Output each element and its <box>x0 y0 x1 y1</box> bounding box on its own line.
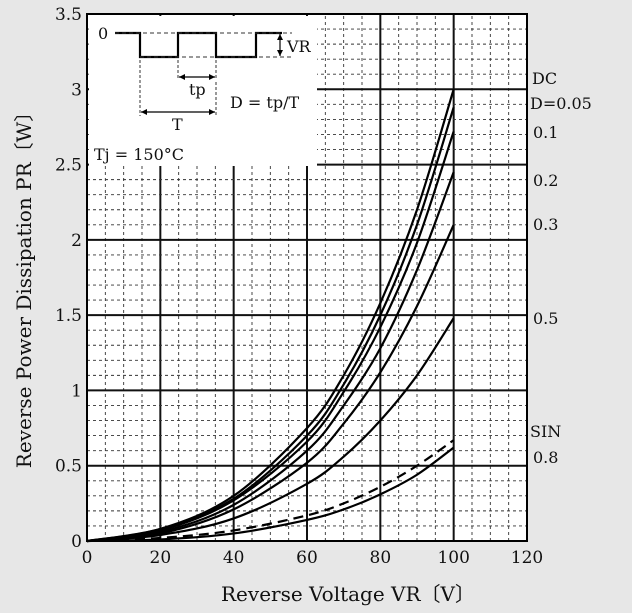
y-axis-title: Reverse Power Dissipation PR〔W〕 <box>12 102 36 468</box>
x-tick-label: 100 <box>437 548 469 568</box>
inset-background <box>89 16 317 166</box>
curve-label: SIN <box>530 422 561 441</box>
duty-formula: D = tp/T <box>230 93 299 112</box>
junction-temperature: Tj = 150°C <box>94 145 184 164</box>
waveform-inset: 0 VR tp T D = tp/T Tj = 150°C <box>89 16 317 166</box>
curve-0-8 <box>86 446 455 543</box>
tp-arrow-head-right <box>209 74 215 80</box>
x-tick-label: 0 <box>82 548 93 568</box>
y-tick-label: 3 <box>71 80 82 100</box>
curve-label: 0.8 <box>533 448 558 467</box>
x-tick-label: 40 <box>223 548 245 568</box>
x-tick-label: 120 <box>511 548 543 568</box>
curve-0-2 <box>86 171 455 543</box>
curve-0-1 <box>86 131 455 543</box>
tp-arrow-head-left <box>179 74 185 80</box>
y-tick-label: 3.5 <box>55 5 82 25</box>
pulse-waveform <box>115 31 282 59</box>
y-tick-label: 2 <box>71 231 82 251</box>
curve-labels: DC D=0.05 0.1 0.2 0.3 0.5 SIN 0.8 <box>530 69 592 467</box>
plot-frame <box>86 13 528 542</box>
vr-label: VR <box>286 37 312 56</box>
curves <box>86 88 455 543</box>
period-arrow-head-left <box>141 109 147 115</box>
curve-label: 0.2 <box>533 171 558 190</box>
curve-sin <box>86 439 455 543</box>
x-tick-label: 20 <box>150 548 172 568</box>
vr-arrow-head-bottom <box>277 50 283 56</box>
period-arrow-head-right <box>209 109 215 115</box>
y-tick-label: 1 <box>71 381 82 401</box>
period-label: T <box>172 115 183 134</box>
x-tick-label: 80 <box>370 548 392 568</box>
curve-label: D=0.05 <box>530 94 592 113</box>
curve-label: 0.5 <box>533 309 558 328</box>
curve-label: 0.3 <box>533 215 558 234</box>
inset-zero-label: 0 <box>98 24 108 43</box>
curve-0-5 <box>86 317 455 543</box>
curve-0-3 <box>86 224 455 543</box>
x-tick-label: 60 <box>296 548 318 568</box>
y-tick-label: 0.5 <box>55 457 82 477</box>
curve-label: DC <box>532 69 557 88</box>
y-tick-label: 2.5 <box>55 156 82 176</box>
tick-labels: 0 20 40 60 80 100 120 0 0.5 1 1.5 2 2.5 3 3.5 <box>55 5 543 568</box>
curve-label: 0.1 <box>533 123 558 142</box>
y-tick-label: 1.5 <box>55 306 82 326</box>
curve-d-0-05 <box>86 107 455 543</box>
tp-label: tp <box>189 80 206 99</box>
y-tick-label: 0 <box>71 532 82 552</box>
x-axis-title: Reverse Voltage VR〔V〕 <box>221 582 475 606</box>
vr-arrow-head-top <box>277 34 283 40</box>
